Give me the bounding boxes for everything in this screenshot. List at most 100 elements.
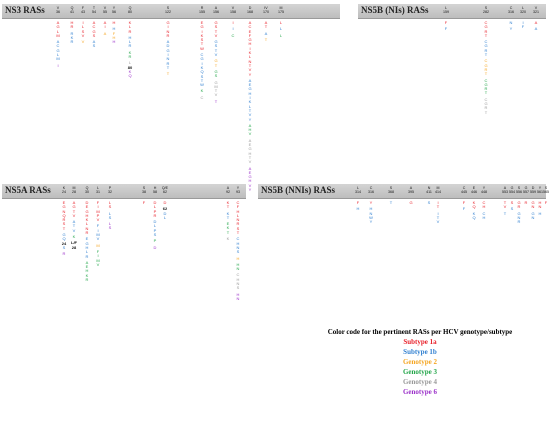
mutation-code: P [153, 208, 157, 214]
mutation-code: H [248, 150, 252, 156]
mutation-code: I [97, 204, 99, 210]
mutation-code: N [236, 244, 240, 250]
mutation-code: N [236, 281, 240, 287]
mutation-code: 62 [162, 206, 168, 212]
mutation-column: E G N Q R S T G Q 24 S R [56, 200, 72, 257]
mutation-code: I [167, 24, 169, 30]
position-label: A 156 [213, 6, 219, 14]
mutation-code: M [56, 56, 60, 62]
mutation-code: V [248, 112, 252, 118]
mutation-code: T [200, 77, 204, 83]
position-label: Y 93 [236, 186, 240, 194]
mutation-code: G [484, 101, 488, 107]
mutation-code: A [248, 137, 252, 143]
position-label: K 24 [62, 186, 66, 194]
mutation-code: I [249, 45, 251, 51]
mutation-code: I [201, 28, 203, 34]
mutation-code: L [163, 214, 167, 220]
mutation-code: T [484, 109, 488, 115]
mutation-code: D [163, 200, 167, 205]
mutation-code: Y [248, 71, 252, 77]
mutation-code: K [85, 217, 89, 223]
mutation-code: R [128, 54, 132, 60]
mutation-code: N [236, 217, 240, 223]
mutation-code: Y [248, 186, 252, 192]
mutation-code: T [484, 52, 488, 58]
position-label: Q/E 62 [161, 186, 169, 194]
mutation-code: G [484, 24, 488, 30]
mutation-code: C [231, 32, 235, 38]
position-label: L 320 [520, 6, 526, 14]
mutation-code: S [81, 28, 85, 34]
mutation-code: K [85, 272, 89, 278]
mutation-code: L [279, 32, 283, 38]
mutation-code: G [214, 39, 218, 45]
position-label: G 554 [509, 186, 515, 194]
mutation-code: C [248, 24, 252, 30]
mutation-code: V [214, 92, 218, 98]
mutation-code: A [72, 200, 76, 205]
mutation-code: T [62, 225, 66, 231]
mutation-code: T [214, 47, 218, 53]
mutation-code: P [153, 238, 157, 244]
mutation-code: H [538, 200, 542, 205]
mutation-code: K [472, 210, 476, 216]
position-label: L 31 [96, 186, 100, 194]
mutation-code: F [236, 204, 240, 210]
mutation-code: I [57, 62, 59, 68]
mutation-code: H [482, 204, 486, 210]
mutation-code: S [510, 206, 514, 212]
mutation-code: T [503, 210, 507, 216]
mutation-code: G [248, 174, 252, 180]
mutation-code: K [128, 49, 132, 55]
mutation-code: H [236, 255, 240, 261]
mutation-code: Q [128, 73, 132, 79]
mutation-code: G [248, 146, 252, 152]
position-label: Y 448 [481, 186, 487, 194]
mutation-code: T [226, 229, 230, 235]
mutation-code: L [128, 24, 132, 30]
mutation-code: C [200, 52, 204, 58]
position-label: G 557 [523, 186, 529, 194]
position-label: V 321 [533, 6, 539, 14]
mutation-code: H [236, 208, 240, 214]
mutation-code: H [70, 20, 74, 25]
mutation-code: V [248, 182, 252, 188]
mutation-code: G [248, 37, 252, 43]
mutation-code: E [200, 20, 204, 25]
ns5b-nis-panel: NS5B (NIs) RASs L 159 F F S 282 C G R T C G R T C G R T C G… [358, 4, 548, 174]
position-label: M 414 [435, 186, 441, 194]
mutation-code: L [153, 204, 157, 210]
mutation-code: E [248, 169, 252, 175]
mutation-code: N [369, 210, 373, 216]
position-label: A 92 [226, 186, 230, 194]
mutation-code: S [427, 200, 431, 205]
mutation-code: H [538, 210, 542, 216]
mutation-code: V [81, 39, 85, 45]
mutation-code: L [56, 52, 60, 58]
ns5a-panel: NS5A RASs K 24 E G N Q R S T G Q 24 S R M 28 A G T V A T V K L/F… [2, 184, 248, 429]
mutation-code: G [484, 62, 488, 68]
mutation-code: S [108, 214, 112, 220]
mutation-code: N [85, 225, 89, 231]
mutation-code: Y [248, 116, 252, 122]
mutation-column: F [538, 200, 550, 205]
position-label: C 316 [368, 186, 374, 194]
mutation-code: L [128, 60, 132, 66]
position-label: A 395 [408, 186, 414, 194]
position-label: V 55 [103, 6, 107, 14]
mutation-code: R [166, 60, 170, 66]
mutation-code: T [248, 107, 252, 113]
position-label: S 565 [543, 186, 549, 194]
